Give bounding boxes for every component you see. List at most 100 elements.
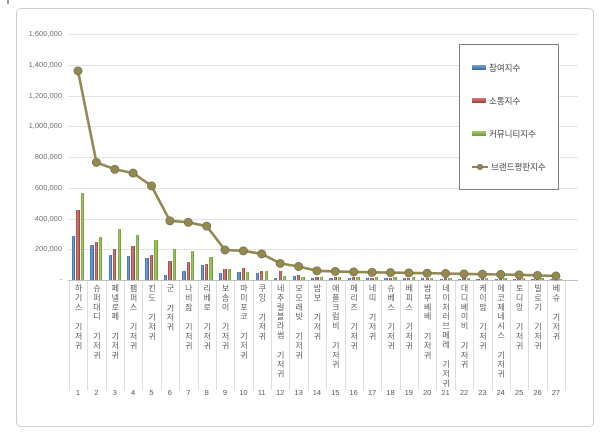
bar-소통지수 bbox=[462, 278, 466, 280]
x-axis-rank-number: 8 bbox=[204, 388, 209, 397]
bar-참여지수 bbox=[494, 278, 498, 280]
y-axis-tick-label: 600,000 bbox=[34, 182, 62, 192]
y-gridline bbox=[68, 218, 578, 220]
bar-소통지수 bbox=[315, 277, 319, 280]
x-axis-category-label: 나비잠 기저귀 bbox=[179, 284, 197, 384]
category-label-text: 케이맘 기저귀 bbox=[478, 284, 488, 351]
category-separator bbox=[197, 280, 199, 390]
category-separator bbox=[234, 280, 236, 390]
bar-참여지수 bbox=[71, 236, 76, 280]
x-axis-category-label: 케이맘 기저귀 bbox=[473, 284, 491, 384]
y-axis-tick-label: 1,400,000 bbox=[28, 59, 62, 69]
bar-커뮤니티지수 bbox=[301, 276, 305, 280]
legend-item-커뮤니티지수: 커뮤니티지수 bbox=[472, 128, 558, 140]
x-axis-category-label: 군 기저귀 bbox=[161, 284, 179, 384]
x-axis-rank-number: 23 bbox=[478, 388, 487, 397]
trend-line-marker bbox=[110, 164, 120, 174]
x-axis-category-label: 하기스 기저귀 bbox=[69, 284, 87, 384]
bar-소통지수 bbox=[480, 278, 485, 280]
bar-참여지수 bbox=[531, 278, 535, 280]
bar-소통지수 bbox=[278, 270, 282, 280]
bar-참여지수 bbox=[274, 277, 278, 280]
legend-line-dot bbox=[477, 163, 483, 170]
legend-label: 참여지수 bbox=[489, 62, 521, 73]
bar-소통지수 bbox=[370, 277, 374, 280]
x-axis-rank-number: 13 bbox=[294, 388, 303, 397]
bar-참여지수 bbox=[145, 258, 149, 280]
bar-소통지수 bbox=[333, 277, 337, 280]
category-separator bbox=[546, 280, 548, 390]
category-separator bbox=[436, 280, 438, 390]
category-separator bbox=[215, 280, 217, 390]
trend-line-marker bbox=[551, 271, 561, 281]
category-label-text: 나비잠 기저귀 bbox=[184, 284, 194, 351]
trend-line-marker bbox=[404, 268, 414, 278]
bar-참여지수 bbox=[182, 270, 186, 280]
bar-소통지수 bbox=[205, 263, 209, 280]
trend-line-marker bbox=[367, 267, 377, 277]
legend-bar-swatch-icon bbox=[472, 131, 486, 136]
bar-참여지수 bbox=[513, 278, 517, 280]
y-axis-tick-label: 200,000 bbox=[34, 244, 62, 254]
bar-커뮤니티지수 bbox=[191, 250, 195, 280]
x-axis-rank-number: 19 bbox=[404, 388, 413, 397]
bar-참여지수 bbox=[384, 278, 388, 280]
x-axis-category-label: 모모래빗 기저귀 bbox=[290, 284, 308, 384]
bar-소통지수 bbox=[113, 249, 117, 281]
trend-line-marker bbox=[514, 270, 524, 280]
trend-line-marker bbox=[386, 268, 395, 278]
trend-line-marker bbox=[422, 268, 432, 278]
category-separator bbox=[271, 280, 272, 390]
category-label-text: 군 기저귀 bbox=[165, 284, 175, 332]
bar-참여지수 bbox=[90, 245, 94, 280]
bar-커뮤니티지수 bbox=[393, 277, 397, 280]
legend-label: 커뮤니티지수 bbox=[489, 128, 536, 139]
category-separator bbox=[473, 280, 475, 390]
x-axis-category-label: 보솜이 기저귀 bbox=[216, 284, 234, 384]
x-axis-category-label: 마미포코 기저귀 bbox=[234, 284, 252, 384]
y-gridline bbox=[68, 249, 578, 251]
bar-커뮤니티지수 bbox=[80, 193, 85, 280]
x-axis-category-label: 네이처러브메레 기저귀 bbox=[437, 284, 455, 388]
y-gridline bbox=[68, 95, 578, 97]
legend-label: 브랜드평판지수 bbox=[491, 161, 546, 172]
x-axis-category-label: 페넬로페 기저귀 bbox=[106, 284, 124, 384]
bar-커뮤니티지수 bbox=[411, 277, 415, 280]
category-separator bbox=[68, 280, 70, 390]
x-axis-rank-number: 22 bbox=[459, 388, 469, 397]
bar-커뮤니티지수 bbox=[338, 276, 342, 280]
y-axis-tick-label: 1,600,000 bbox=[28, 29, 62, 38]
category-label-text: 밤보 기저귀 bbox=[312, 284, 322, 342]
x-axis-category-label: 베피스 기저귀 bbox=[400, 284, 418, 384]
x-axis-rank-number: 21 bbox=[441, 388, 450, 397]
category-label-text: 쿠잉 기저귀 bbox=[257, 284, 267, 342]
y-axis-tick-label: 1,200,000 bbox=[28, 90, 62, 100]
category-label-text: 팸퍼스 기저귀 bbox=[129, 284, 139, 351]
bar-커뮤니티지수 bbox=[246, 271, 250, 280]
trend-line-marker bbox=[477, 269, 487, 279]
x-axis-category-label: 네띠 기저귀 bbox=[363, 284, 381, 384]
bar-참여지수 bbox=[347, 278, 351, 280]
legend-label: 소통지수 bbox=[489, 95, 521, 106]
category-separator bbox=[105, 280, 107, 390]
bar-커뮤니티지수 bbox=[282, 275, 287, 280]
bar-커뮤니티지수 bbox=[135, 234, 140, 280]
bar-참여지수 bbox=[255, 273, 260, 280]
bar-커뮤니티지수 bbox=[374, 277, 379, 280]
bar-참여지수 bbox=[476, 278, 480, 280]
bar-참여지수 bbox=[127, 255, 131, 280]
legend-bar-swatch-icon bbox=[472, 65, 486, 70]
trend-line-marker bbox=[128, 168, 138, 178]
category-label-text: 빌로기 기저귀 bbox=[533, 284, 543, 351]
legend-item-참여지수: 참여지수 bbox=[472, 62, 558, 74]
x-axis-rank-number: 9 bbox=[222, 388, 228, 397]
category-label-text: 모모래빗 기저귀 bbox=[294, 284, 304, 361]
category-separator bbox=[326, 280, 328, 390]
x-axis-category-label: 팸퍼스 기저귀 bbox=[124, 284, 142, 384]
bar-소통지수 bbox=[168, 260, 172, 280]
category-label-text: 마미포코 기저귀 bbox=[239, 284, 249, 361]
x-axis-category-label: 빌로기 기저귀 bbox=[529, 284, 547, 384]
y-gridline bbox=[68, 126, 578, 128]
x-axis-rank-number: 12 bbox=[276, 388, 285, 397]
